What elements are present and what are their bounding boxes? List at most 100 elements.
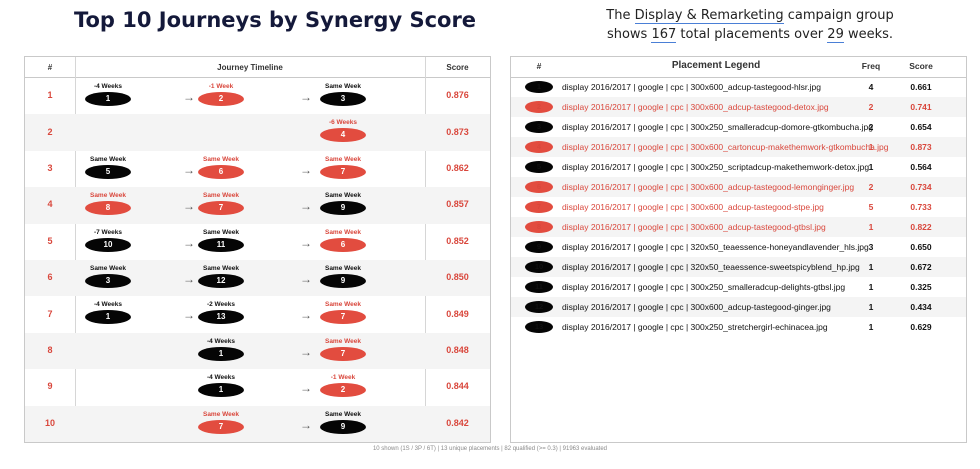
journey-stop: -6 Weeks 4 [312, 119, 374, 143]
arrow-right-icon: → [300, 344, 312, 359]
placement-id-badge: 5 [525, 161, 553, 173]
legend-row: 3 display 2016/2017 | google | cpc | 300x… [511, 117, 966, 137]
placement-id-badge: 7 [198, 201, 244, 216]
journey-table-header: # Journey Timeline Score [25, 57, 490, 78]
placement-score: 0.654 [910, 122, 932, 132]
placement-legend: # Placement Legend Freq Score 1 display 2… [510, 56, 967, 443]
placement-id-badge: 9 [320, 274, 366, 288]
journey-row: 6 Same Week 3 Same Week 12 Same Week 9 → → 0.850 [25, 260, 490, 297]
placement-id-badge: 1 [525, 81, 553, 93]
legend-row: 6 display 2016/2017 | google | cpc | 300x… [511, 177, 966, 197]
stop-timing-label: -4 Weeks [206, 374, 236, 382]
arrow-right-icon: → [183, 235, 195, 250]
placement-freq: 2 [868, 102, 874, 112]
journey-stop: Same Week 12 [190, 265, 252, 288]
journey-row: 1 -4 Weeks 1 -1 Week 2 Same Week 3 → → 0.876 [25, 78, 490, 114]
placement-id-badge: 7 [320, 310, 366, 325]
placement-id-badge: 11 [525, 281, 553, 293]
journey-stop: Same Week 3 [77, 265, 139, 288]
stop-timing-label: Same Week [89, 192, 126, 200]
arrow-right-icon: → [300, 199, 312, 214]
header-journey-timeline: Journey Timeline [217, 63, 283, 72]
placement-score: 0.873 [910, 142, 932, 152]
placement-id-badge: 2 [525, 101, 553, 113]
placement-name: display 2016/2017 | google | cpc | 300x6… [562, 222, 826, 232]
placement-id-badge: 4 [525, 141, 553, 153]
stop-timing-label: -4 Weeks [93, 301, 123, 309]
legend-header-freq: Freq [861, 61, 881, 71]
journey-score: 0.844 [446, 381, 469, 392]
stop-timing-label: -2 Weeks [206, 301, 236, 309]
subtitle-text: total placements over [676, 27, 828, 42]
placement-id-badge: 7 [320, 346, 366, 361]
placement-id-badge: 13 [525, 321, 553, 333]
journey-stop: -4 Weeks 1 [190, 374, 252, 398]
arrow-right-icon: → [300, 90, 312, 104]
journey-stop: Same Week 9 [312, 411, 374, 434]
stop-timing-label: Same Week [324, 155, 361, 163]
journey-stop: Same Week 8 [77, 192, 139, 216]
stop-timing-label: -1 Week [208, 83, 234, 90]
placement-id-badge: 3 [320, 92, 366, 106]
placement-freq: 1 [868, 282, 874, 292]
journey-stop: -1 Week 2 [312, 374, 374, 398]
placement-id-badge: 2 [320, 383, 366, 398]
stop-timing-label: Same Week [202, 410, 239, 418]
placement-id-badge: 2 [198, 92, 244, 106]
placement-id-badge: 6 [198, 164, 244, 179]
placement-id-badge: 1 [85, 310, 131, 325]
legend-row: 9 display 2016/2017 | google | cpc | 320x… [511, 237, 966, 257]
stop-timing-label: -7 Weeks [93, 228, 123, 236]
placement-id-badge: 8 [525, 221, 553, 233]
placement-freq: 2 [868, 182, 874, 192]
journey-rank: 6 [47, 272, 53, 283]
journey-row: 7 -4 Weeks 1 -2 Weeks 13 Same Week 7 → → 0.849 [25, 296, 490, 332]
journey-rank: 7 [47, 308, 53, 319]
stop-timing-label: Same Week [324, 410, 361, 418]
placement-name: display 2016/2017 | google | cpc | 320x5… [562, 262, 860, 272]
placement-name: display 2016/2017 | google | cpc | 300x2… [562, 282, 846, 292]
placement-id-badge: 11 [198, 237, 244, 252]
placement-id-badge: 9 [320, 201, 366, 216]
stop-timing-label: -4 Weeks [206, 337, 236, 345]
placement-name: display 2016/2017 | google | cpc | 300x2… [562, 162, 870, 172]
journey-row: 9 -4 Weeks 1 -1 Week 2 → 0.844 [25, 369, 490, 405]
stop-timing-label: Same Week [324, 265, 361, 272]
journey-stop: Same Week 7 [190, 192, 252, 216]
journey-stop: Same Week 9 [312, 265, 374, 288]
subtitle-text: weeks. [843, 27, 894, 42]
stop-timing-label: Same Week [202, 155, 239, 163]
placement-id-badge: 10 [85, 237, 131, 252]
column-divider [425, 57, 426, 442]
placement-id-badge: 5 [85, 164, 131, 179]
legend-row: 2 display 2016/2017 | google | cpc | 300x… [511, 97, 966, 117]
placement-score: 0.564 [910, 162, 932, 172]
arrow-right-icon: → [183, 199, 195, 214]
legend-row: 7 display 2016/2017 | google | cpc | 300x… [511, 197, 966, 217]
stop-timing-label: Same Week [324, 192, 361, 200]
subtitle-text: campaign group [783, 8, 894, 23]
placement-name: display 2016/2017 | google | cpc | 300x6… [562, 102, 829, 112]
placement-score: 0.741 [910, 102, 932, 112]
placement-score: 0.822 [910, 222, 932, 232]
journey-rank: 2 [47, 126, 53, 137]
arrow-right-icon: → [300, 272, 312, 286]
journey-rank: 5 [47, 235, 53, 246]
journey-stop: Same Week 7 [190, 411, 252, 434]
placement-id-badge: 6 [320, 237, 366, 252]
stop-timing-label: Same Week [202, 265, 239, 272]
placement-name: display 2016/2017 | google | cpc | 300x6… [562, 182, 855, 192]
placement-score: 0.650 [910, 242, 932, 252]
legend-header-name: Placement Legend [671, 60, 761, 71]
journey-stop: Same Week 11 [190, 229, 252, 252]
placement-freq: 1 [868, 302, 874, 312]
journey-rank: 9 [47, 381, 53, 392]
journey-stop: -1 Week 2 [190, 83, 252, 106]
placement-id-badge: 12 [525, 301, 553, 313]
summary-subtitle: The Display & Remarketing campaign group… [560, 6, 940, 44]
placement-id-badge: 13 [198, 310, 244, 325]
legend-row: 1 display 2016/2017 | google | cpc | 300x… [511, 77, 966, 97]
stop-timing-label: Same Week [89, 155, 126, 163]
placement-id-badge: 1 [85, 92, 131, 106]
placement-freq: 5 [868, 202, 874, 212]
